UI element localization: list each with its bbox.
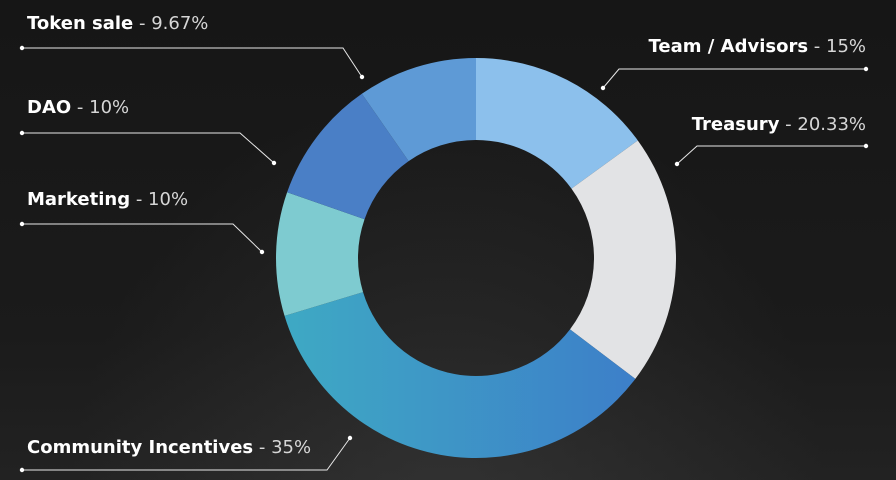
donut-slices [276,58,676,458]
leader-dot-community-incentives [19,467,25,473]
leader-lines [19,45,869,473]
leader-line-marketing [22,223,263,253]
leader-dot-dao [271,160,277,166]
label-value-marketing: - 10% [130,189,188,210]
leader-dot-team-advisors [600,85,606,91]
label-dao: DAO - 10% [27,97,129,118]
label-value-treasury: - 20.33% [779,114,866,135]
leader-dot-community-incentives [347,435,353,441]
label-value-token-sale: - 9.67% [133,13,208,34]
label-treasury: Treasury - 20.33% [692,114,866,135]
leader-dot-treasury [863,143,869,149]
label-name-team-advisors: Team / Advisors [649,36,809,57]
slice-labels: Team / Advisors - 15% Treasury - 20.33% Co… [27,13,866,458]
leader-line-team-advisors [602,68,866,89]
label-value-community-incentives: - 35% [253,437,311,458]
leader-line-community-incentives [22,437,351,471]
label-value-team-advisors: - 15% [808,36,866,57]
leader-line-dao [22,132,275,164]
label-name-token-sale: Token sale [27,13,133,34]
slice-marketing [276,192,365,316]
leader-line-treasury [676,145,866,165]
label-name-community-incentives: Community Incentives [27,437,253,458]
leader-line-token-sale [22,47,363,78]
leader-dot-marketing [19,221,25,227]
label-name-marketing: Marketing [27,189,130,210]
slice-token-sale [361,58,476,162]
label-name-dao: DAO [27,97,71,118]
leader-dot-token-sale [19,45,25,51]
slice-treasury [570,140,676,379]
slice-community-incentives [284,292,636,458]
leader-dot-treasury [674,161,680,167]
label-name-treasury: Treasury [692,114,780,135]
slice-dao [287,93,409,220]
leader-dot-marketing [259,249,265,255]
leader-dot-team-advisors [863,66,869,72]
slice-team-advisors [476,58,638,189]
label-value-dao: - 10% [71,97,129,118]
label-marketing: Marketing - 10% [27,189,188,210]
leader-dot-token-sale [359,74,365,80]
label-team-advisors: Team / Advisors - 15% [649,36,866,57]
leader-dot-dao [19,130,25,136]
label-community-incentives: Community Incentives - 35% [27,437,311,458]
label-token-sale: Token sale - 9.67% [27,13,208,34]
